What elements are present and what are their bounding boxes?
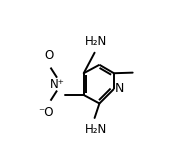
Text: O: O (44, 49, 53, 62)
Text: ⁻O: ⁻O (38, 106, 54, 119)
Text: H₂N: H₂N (85, 35, 107, 48)
Text: H₂N: H₂N (85, 123, 107, 136)
Text: N: N (115, 82, 124, 95)
Text: N⁺: N⁺ (50, 78, 65, 91)
